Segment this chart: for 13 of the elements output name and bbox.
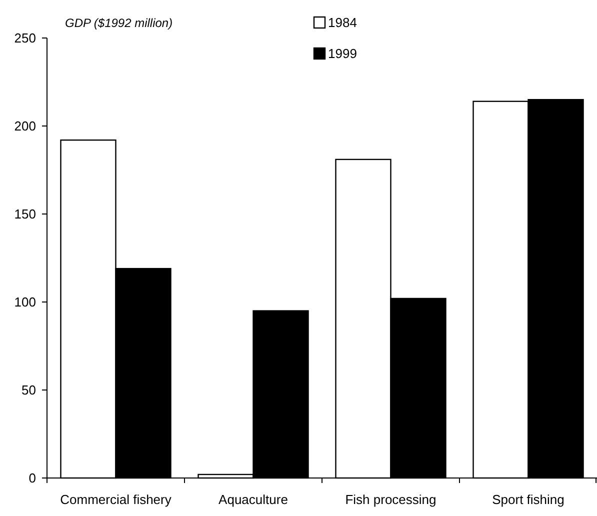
y-tick-label: 0 xyxy=(28,470,36,486)
legend-label: 1999 xyxy=(328,46,357,61)
x-tick-label: Commercial fishery xyxy=(60,492,172,507)
y-tick-label: 200 xyxy=(14,118,36,134)
y-tick-label: 50 xyxy=(22,382,36,398)
y-tick-label: 150 xyxy=(14,206,36,222)
y-axis-title: GDP ($1992 million) xyxy=(65,16,173,30)
x-tick-label: Aquaculture xyxy=(218,492,288,507)
y-tick-label: 100 xyxy=(14,294,36,310)
y-tick-label: 250 xyxy=(14,30,36,46)
x-tick-label: Sport fishing xyxy=(492,492,564,507)
legend-label: 1984 xyxy=(328,15,357,30)
x-tick-label: Fish processing xyxy=(345,492,436,507)
